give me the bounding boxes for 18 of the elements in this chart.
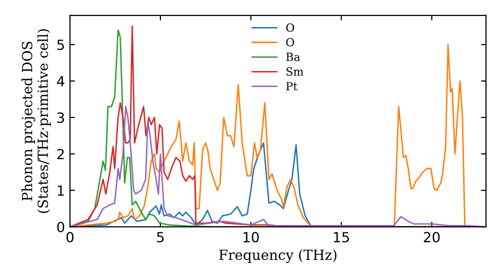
x-axis-title: Frequency (THz) bbox=[219, 249, 336, 263]
x-tick-label: 5 bbox=[157, 232, 164, 242]
y-tick-label: 4 bbox=[56, 76, 64, 86]
legend-label: O bbox=[286, 38, 294, 46]
x-tick-label: 10 bbox=[244, 232, 259, 242]
x-tick-label: 20 bbox=[424, 232, 440, 242]
y-tick-label: 2 bbox=[57, 148, 64, 160]
y-axis-title: Phonon projected DOS (States/THz·primitive cell) bbox=[22, 29, 51, 213]
y-tick-label: 3 bbox=[57, 112, 64, 123]
x-tick-label: 0 bbox=[66, 232, 74, 242]
legend-label: Sm bbox=[286, 67, 304, 76]
x-tick-label: 15 bbox=[334, 232, 349, 242]
legend-label: Ba bbox=[286, 52, 300, 62]
legend-label: Pt bbox=[286, 82, 298, 90]
y-tick-label: 1 bbox=[58, 186, 64, 196]
y-tick-label: 0 bbox=[57, 222, 64, 232]
legend-label: O bbox=[286, 23, 294, 32]
y-tick-label: 5 bbox=[57, 40, 64, 50]
